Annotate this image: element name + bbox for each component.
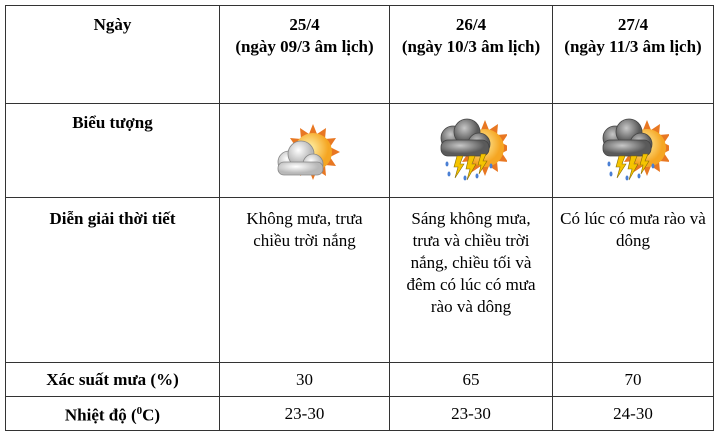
icon-row: Biểu tượng bbox=[5, 103, 714, 198]
date-row: Ngày 25/4 (ngày 09/3 âm lịch) 26/4 (ngày 1… bbox=[5, 5, 714, 104]
rain-probability-row: Xác suất mưa (%) 30 65 70 bbox=[5, 362, 714, 397]
lunar-date: (ngày 11/3 âm lịch) bbox=[564, 37, 702, 56]
day-header: 26/4 (ngày 10/3 âm lịch) bbox=[389, 5, 553, 104]
date: 27/4 bbox=[617, 15, 649, 34]
thunderstorm-sun-icon bbox=[602, 118, 669, 181]
temperature-label: Nhiệt độ (0C) bbox=[5, 396, 220, 431]
sun-cloud-icon bbox=[277, 124, 340, 180]
temperature: 24-30 bbox=[552, 396, 714, 431]
rain-probability: 70 bbox=[552, 362, 714, 397]
rain-probability: 65 bbox=[389, 362, 553, 397]
date-label: Ngày bbox=[5, 5, 220, 104]
description: Không mưa, trưa chiều trời nắng bbox=[219, 197, 390, 363]
rain-probability: 30 bbox=[219, 362, 390, 397]
weather-forecast-table: Ngày 25/4 (ngày 09/3 âm lịch) 26/4 (ngày 1… bbox=[5, 5, 714, 431]
temperature: 23-30 bbox=[389, 396, 553, 431]
description: Có lúc có mưa rào và dông bbox=[552, 197, 714, 363]
lunar-date: (ngày 10/3 âm lịch) bbox=[401, 37, 541, 56]
description-row: Diễn giải thời tiết Không mưa, trưa chiề… bbox=[5, 197, 714, 363]
date: 26/4 bbox=[455, 15, 487, 34]
day-header: 27/4 (ngày 11/3 âm lịch) bbox=[552, 5, 714, 104]
day-header: 25/4 (ngày 09/3 âm lịch) bbox=[219, 5, 390, 104]
rain-probability-label: Xác suất mưa (%) bbox=[5, 362, 220, 397]
thunderstorm-sun-icon bbox=[440, 118, 507, 181]
description-label: Diễn giải thời tiết bbox=[5, 197, 220, 363]
temperature-row: Nhiệt độ (0C) 23-30 23-30 24-30 bbox=[5, 396, 714, 431]
lunar-date: (ngày 09/3 âm lịch) bbox=[235, 37, 374, 56]
icon-label: Biểu tượng bbox=[5, 103, 220, 198]
date: 25/4 bbox=[289, 15, 320, 34]
temperature: 23-30 bbox=[219, 396, 390, 431]
description: Sáng không mưa, trưa và chiều trời nắng,… bbox=[389, 197, 553, 363]
